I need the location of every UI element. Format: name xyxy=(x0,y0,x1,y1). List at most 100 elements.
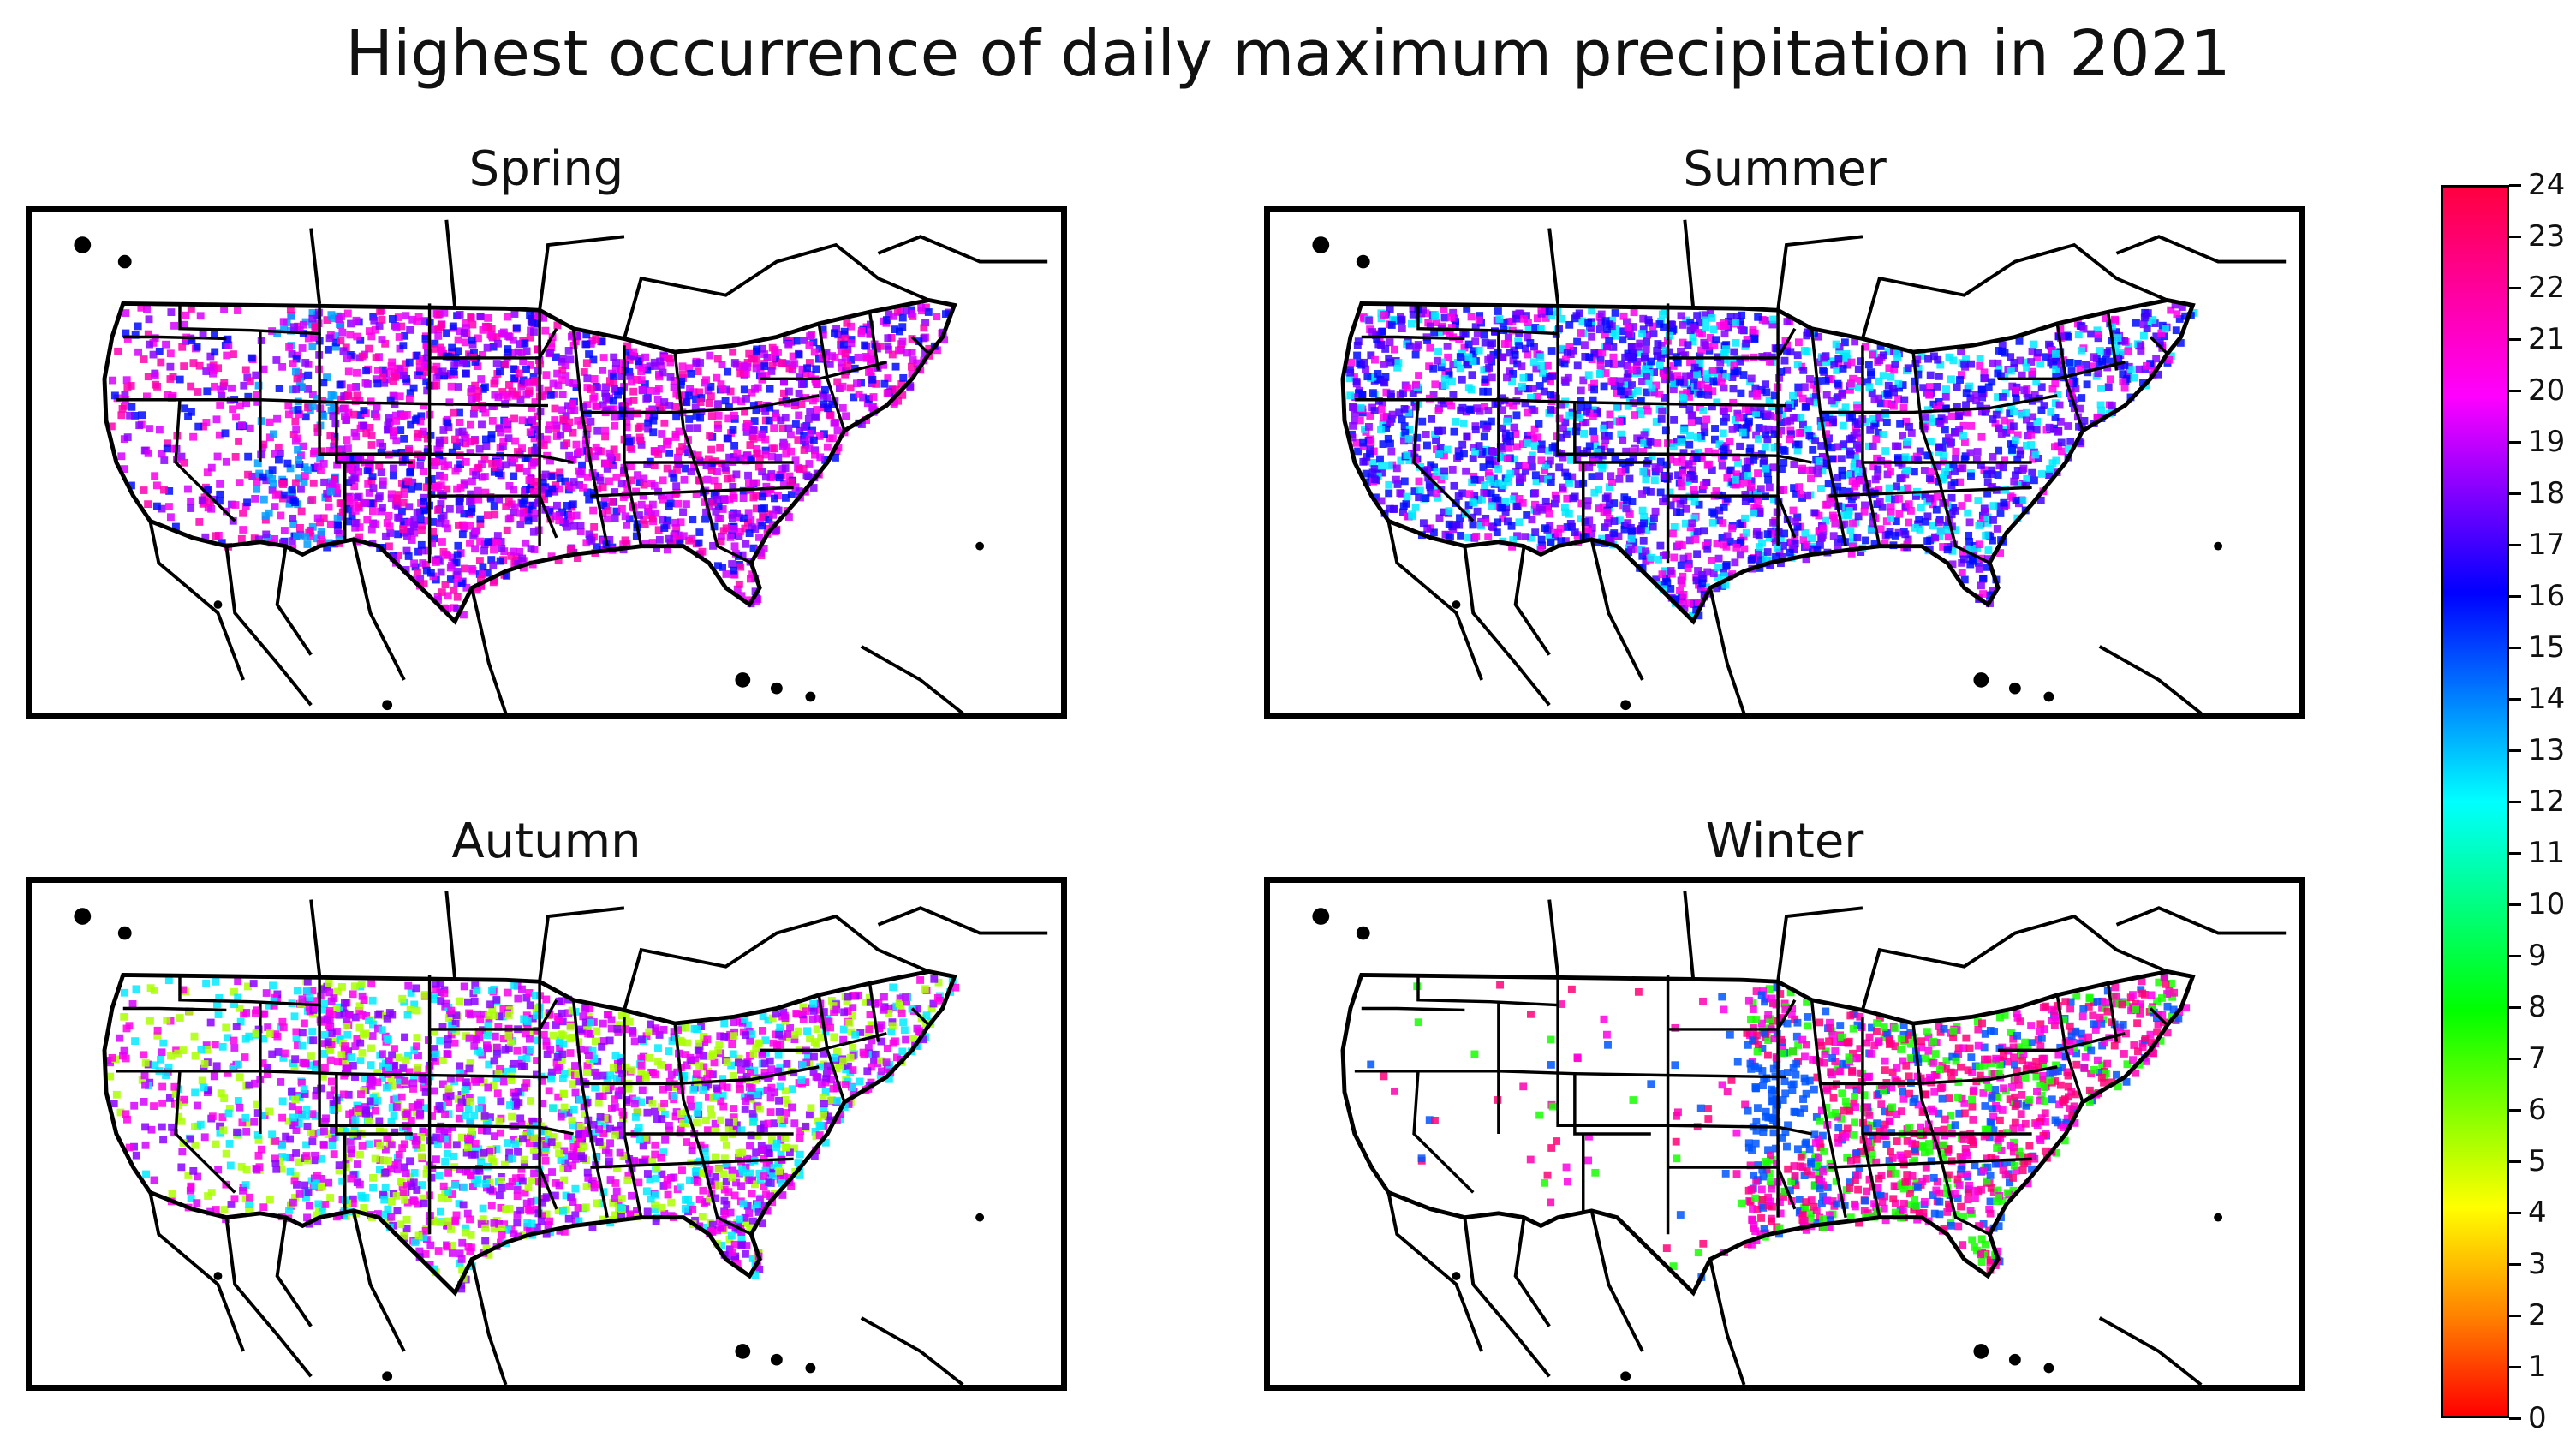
precip-cell xyxy=(250,534,259,542)
precip-cell xyxy=(155,348,164,355)
precip-cell xyxy=(655,535,664,544)
precip-cell xyxy=(1941,426,1949,434)
precip-cell xyxy=(340,392,349,400)
precip-cell xyxy=(1681,351,1690,359)
precip-cell xyxy=(660,354,669,362)
precip-cell xyxy=(2157,329,2166,337)
precip-cell xyxy=(434,482,443,491)
precip-cell xyxy=(1473,329,1482,337)
precip-cell xyxy=(1907,429,1916,437)
precip-cell xyxy=(1488,373,1496,382)
precip-cell xyxy=(1417,309,1426,318)
precip-cell xyxy=(1643,331,1652,339)
precip-cell xyxy=(1606,420,1614,429)
precip-cell xyxy=(1925,383,1934,391)
precip-cell xyxy=(612,507,621,516)
state-border xyxy=(817,323,846,432)
precip-cell xyxy=(1653,439,1661,447)
precip-cell xyxy=(735,533,743,540)
precip-cell xyxy=(1739,472,1748,480)
precip-cell xyxy=(1977,462,1985,469)
precip-cell xyxy=(554,557,563,565)
precip-cell xyxy=(1834,360,1843,368)
precip-cell xyxy=(1747,494,1756,503)
precip-cell xyxy=(518,444,526,452)
precip-cell xyxy=(2125,342,2133,350)
precip-cell xyxy=(741,408,749,416)
precip-cell xyxy=(811,394,820,402)
precip-cell xyxy=(1452,417,1460,426)
precip-cell xyxy=(308,402,317,410)
precip-cell xyxy=(1712,336,1720,344)
precip-cell xyxy=(1527,534,1535,542)
precip-cell xyxy=(1942,385,1950,393)
precip-cell xyxy=(2106,375,2114,384)
precip-cell xyxy=(1962,389,1971,397)
precip-cell xyxy=(160,456,169,464)
precip-cell xyxy=(1891,495,1899,504)
precip-cell xyxy=(1854,365,1863,373)
precip-cell xyxy=(1524,385,1533,393)
precip-cell xyxy=(299,442,307,450)
precip-cell xyxy=(1952,455,1960,462)
precip-cell xyxy=(1694,599,1702,606)
precip-cell xyxy=(441,581,450,589)
precip-cell xyxy=(754,595,762,604)
precip-cell xyxy=(2030,476,2038,485)
precip-cell xyxy=(422,483,431,492)
precip-cell xyxy=(714,562,722,570)
precip-cell xyxy=(732,470,741,479)
precip-cell xyxy=(1794,389,1803,397)
precip-cell xyxy=(2001,349,2009,357)
precip-cell xyxy=(1411,350,1420,359)
precip-cell xyxy=(378,336,386,343)
precip-cell xyxy=(429,366,438,373)
precip-cell xyxy=(1797,414,1805,422)
precip-cell xyxy=(511,437,519,445)
precip-cell xyxy=(1728,373,1737,381)
precip-cell xyxy=(468,320,477,329)
precip-cell xyxy=(1512,314,1521,323)
precip-cell xyxy=(1730,348,1738,356)
precip-cell xyxy=(1822,414,1830,422)
precip-cell xyxy=(1616,377,1625,385)
precip-cell xyxy=(1439,426,1447,435)
precip-cell xyxy=(339,347,348,355)
precip-cell xyxy=(1670,379,1678,388)
precip-cell xyxy=(1527,431,1535,439)
precip-cell xyxy=(608,498,617,506)
precip-cell xyxy=(1397,456,1405,465)
precip-cell xyxy=(379,477,387,486)
precip-cell xyxy=(1436,444,1445,452)
precip-cell xyxy=(438,457,447,466)
precip-cell xyxy=(1550,528,1559,537)
precip-cell xyxy=(1910,468,1918,476)
precip-cell xyxy=(1698,570,1706,579)
precip-cell xyxy=(458,427,467,436)
precip-cell xyxy=(546,456,554,465)
precip-cell xyxy=(1936,402,1945,409)
precip-cell xyxy=(499,438,508,445)
precip-cell xyxy=(698,547,707,556)
precip-cell xyxy=(820,385,829,394)
precip-cell xyxy=(1773,544,1781,552)
precip-cell xyxy=(1635,349,1643,357)
precip-cell xyxy=(2029,455,2037,463)
precip-cell xyxy=(745,349,754,358)
precip-cell xyxy=(1368,458,1377,467)
precip-cell xyxy=(1984,383,1993,391)
precip-cell xyxy=(590,452,599,461)
precip-cell xyxy=(1905,456,1914,464)
precip-cell xyxy=(2048,385,2057,393)
precip-cell xyxy=(2060,332,2068,341)
precip-cell xyxy=(1847,434,1856,443)
precip-cell xyxy=(1917,352,1926,360)
precip-cell xyxy=(1502,504,1511,512)
precip-cell xyxy=(2137,342,2145,350)
precip-cell xyxy=(760,426,768,434)
precip-cell xyxy=(404,518,413,527)
precip-cell xyxy=(346,331,355,339)
precip-cell xyxy=(138,411,146,420)
precip-cell xyxy=(1382,388,1391,397)
precip-cell xyxy=(2096,347,2104,355)
